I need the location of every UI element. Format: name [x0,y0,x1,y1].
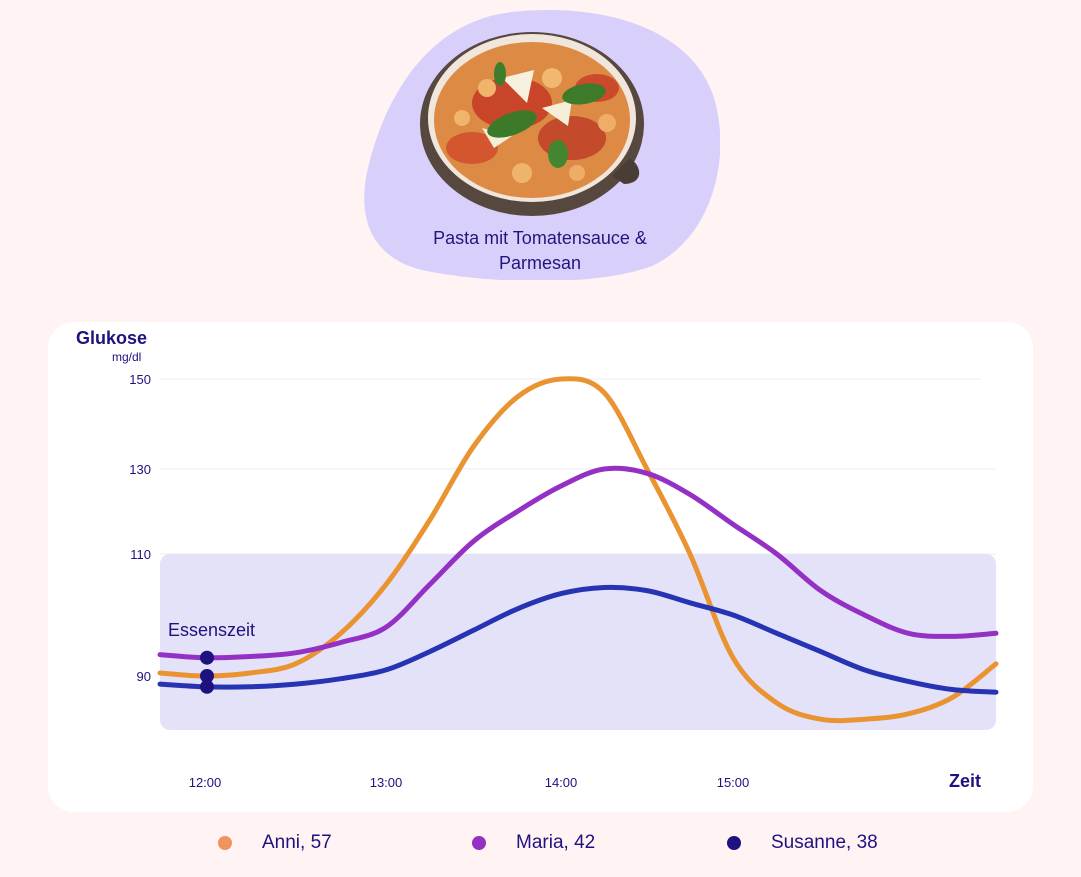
legend-label: Susanne, 38 [771,832,878,853]
meal-time-annotation: Essenszeit [168,620,255,640]
legend-label: Anni, 57 [262,832,332,853]
legend-item-susanne[interactable]: Susanne, 38 [727,832,878,854]
meal-marker-point [200,679,214,694]
meal-marker-point [200,650,214,665]
dish-blob [364,9,720,280]
legend-item-anni[interactable]: Anni, 57 [218,832,332,854]
legend: Anni, 57 Maria, 42 Susanne, 38 [0,832,1081,862]
meal-markers [200,650,214,694]
series-line-maria [157,465,999,661]
legend-dot-icon [472,836,486,850]
y-axis-title: Glukose [76,328,148,348]
y-tick-label: 150 [129,372,151,387]
series-line-susanne [157,584,999,695]
x-tick-label: 12:00 [189,775,222,790]
meal-marker-point [200,669,214,683]
legend-item-maria[interactable]: Maria, 42 [472,832,595,854]
x-tick-label: 13:00 [370,775,403,790]
pasta-bowl-image [420,32,644,216]
dish-title-line2: Parmesan [498,253,582,273]
series-line-anni [157,376,999,724]
legend-dot-icon [727,836,741,850]
x-tick-label: 14:00 [545,775,578,790]
y-tick-label: 90 [137,669,151,684]
x-axis-title: Zeit [949,771,982,791]
y-tick-labels: 150 130 110 90 [129,372,151,684]
dish-title-line1: Pasta mit Tomatensauce & [433,228,647,248]
target-range-band [160,554,996,730]
series-layer [157,376,999,724]
legend-dot-icon [218,836,232,850]
y-tick-label: 110 [130,547,151,562]
legend-label: Maria, 42 [516,832,596,853]
y-axis-unit: mg/dl [112,350,142,364]
y-tick-label: 130 [129,462,151,477]
x-tick-labels: 12:00 13:00 14:00 15:00 [189,775,750,790]
x-tick-label: 15:00 [717,775,750,790]
dish-title: Pasta mit Tomatensauce & Parmesan [380,226,700,276]
